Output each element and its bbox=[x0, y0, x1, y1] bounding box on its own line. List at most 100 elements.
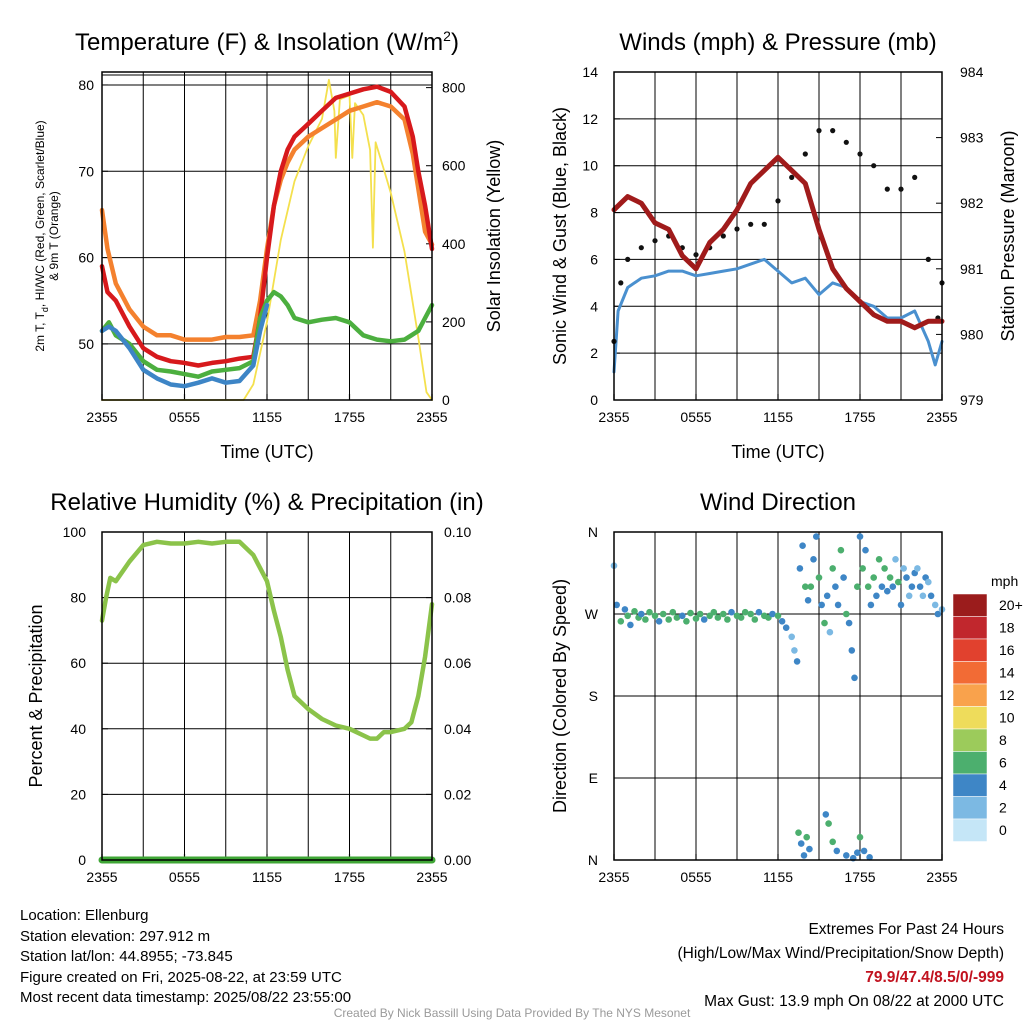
ylabel-part: , HI/WC (Red, Green, Scarlet/Blue) bbox=[33, 120, 47, 307]
gust-point bbox=[734, 226, 740, 232]
direction-point bbox=[638, 610, 645, 618]
direction-point bbox=[687, 609, 694, 617]
direction-point bbox=[867, 601, 875, 609]
gust-point bbox=[802, 151, 808, 157]
humidity-ytick-right-label: 0.02 bbox=[444, 786, 471, 802]
direction-point bbox=[854, 583, 861, 590]
gust-point bbox=[789, 174, 795, 180]
winds-ytick-label: 2 bbox=[590, 345, 598, 361]
winds-xtick-label: 2355 bbox=[926, 409, 957, 425]
legend-swatch bbox=[952, 728, 988, 752]
temperature-ytick-right-label: 600 bbox=[442, 158, 466, 174]
legend-label: 14 bbox=[999, 665, 1015, 681]
gust-point bbox=[871, 163, 877, 169]
direction-point bbox=[821, 619, 828, 627]
gust-point bbox=[816, 128, 822, 134]
direction-point bbox=[916, 583, 924, 590]
direction-point bbox=[710, 608, 718, 616]
legend-label: 2 bbox=[999, 800, 1007, 816]
temperature-ytick-right-label: 800 bbox=[442, 80, 466, 96]
direction-point bbox=[854, 849, 861, 856]
direction-point bbox=[860, 847, 868, 855]
legend-swatch bbox=[952, 751, 988, 775]
humidity-panel: 2355 0555 1155 1755 23550204060801000.000.02… bbox=[63, 524, 472, 885]
direction-point bbox=[873, 592, 880, 600]
gust-point bbox=[857, 151, 863, 157]
winds-ytick-label: 4 bbox=[590, 298, 598, 314]
winds-ytick-right-label: 981 bbox=[960, 261, 984, 277]
legend-label: 16 bbox=[999, 642, 1015, 658]
humidity-xtick-label: 0555 bbox=[169, 869, 200, 885]
direction-point bbox=[862, 546, 869, 554]
temperature-ytick-right-label: 200 bbox=[442, 314, 466, 330]
temperature-xlabel: Time (UTC) bbox=[220, 442, 313, 462]
direction-point bbox=[747, 610, 754, 618]
direction-ytick-label: N bbox=[588, 852, 598, 868]
temperature-xtick-label: 1755 bbox=[334, 409, 365, 425]
wind_direction-xtick-label: 1155 bbox=[763, 869, 793, 885]
direction-point bbox=[866, 854, 873, 861]
gust-point bbox=[693, 252, 699, 258]
winds-xlabel: Time (UTC) bbox=[731, 442, 824, 462]
wind_direction-title: Wind Direction bbox=[700, 489, 856, 516]
winds-panel: 2355 0555 1155 1755 235502468101214979980981… bbox=[582, 64, 983, 425]
legend-swatch bbox=[952, 616, 988, 640]
legend-label: 18 bbox=[999, 620, 1015, 636]
gust-point bbox=[775, 198, 781, 204]
temperature-ytick-label: 50 bbox=[78, 336, 94, 352]
ylabel-part: 2m T, T bbox=[33, 311, 47, 351]
legend-swatch bbox=[952, 683, 988, 707]
direction-point bbox=[803, 833, 810, 841]
temperature-panel: 2355 0555 1155 1755 235550607080020040060080… bbox=[78, 71, 466, 425]
winds-ytick-right-label: 980 bbox=[960, 326, 984, 342]
direction-point bbox=[782, 624, 790, 631]
direction-point bbox=[931, 601, 939, 609]
direction-point bbox=[796, 565, 804, 572]
gust-point bbox=[761, 221, 767, 227]
direction-point bbox=[807, 583, 815, 590]
speed-legend: mph 20+ 18 16 14 12 10 8 6 4 2 0 bbox=[952, 573, 1023, 842]
recent-data-text: Most recent data timestamp: 2025/08/22 2… bbox=[20, 989, 352, 1006]
direction-point bbox=[627, 621, 634, 629]
direction-point bbox=[870, 574, 877, 581]
wind_direction-xtick-label: 2355 bbox=[926, 869, 957, 885]
direction-point bbox=[795, 829, 802, 836]
temperature-title: Temperature (F) & Insolation (W/m2) bbox=[75, 28, 459, 56]
legend-swatch bbox=[952, 706, 988, 730]
gust-point bbox=[652, 238, 658, 244]
humidity-ytick-label: 20 bbox=[70, 786, 86, 802]
direction-point bbox=[900, 565, 907, 572]
temperature-xtick-label: 0555 bbox=[169, 409, 200, 425]
direction-point bbox=[692, 615, 700, 622]
title-superscript: 2 bbox=[443, 28, 451, 44]
latlon-text: Station lat/lon: 44.8955; -73.845 bbox=[20, 948, 233, 965]
direction-point bbox=[679, 612, 686, 620]
direction-point bbox=[642, 616, 649, 623]
direction-point bbox=[728, 608, 735, 616]
ylabel-subscript: d bbox=[40, 307, 50, 312]
direction-point bbox=[802, 583, 809, 590]
temperature-frame bbox=[101, 71, 433, 401]
windchill-line bbox=[99, 302, 270, 389]
direction-point bbox=[903, 574, 910, 581]
direction-point bbox=[848, 647, 856, 654]
direction-point bbox=[810, 556, 817, 563]
winds-ytick-label: 8 bbox=[590, 205, 598, 221]
title-end: ) bbox=[451, 29, 459, 56]
humidity-ylabel: Percent & Precipitation bbox=[26, 604, 46, 787]
winds-ytick-right-label: 979 bbox=[960, 392, 984, 408]
direction-point bbox=[724, 616, 731, 623]
humidity-xtick-label: 2355 bbox=[86, 869, 117, 885]
direction-point bbox=[843, 852, 850, 859]
station-pressure-line bbox=[611, 154, 945, 331]
direction-point bbox=[720, 610, 727, 618]
direction-point bbox=[889, 583, 897, 590]
direction-ytick-label: S bbox=[589, 688, 598, 704]
direction-point bbox=[818, 601, 825, 609]
legend-label: 10 bbox=[999, 710, 1015, 726]
direction-point bbox=[737, 614, 745, 621]
direction-point bbox=[791, 647, 798, 654]
legend-swatch bbox=[952, 593, 988, 617]
